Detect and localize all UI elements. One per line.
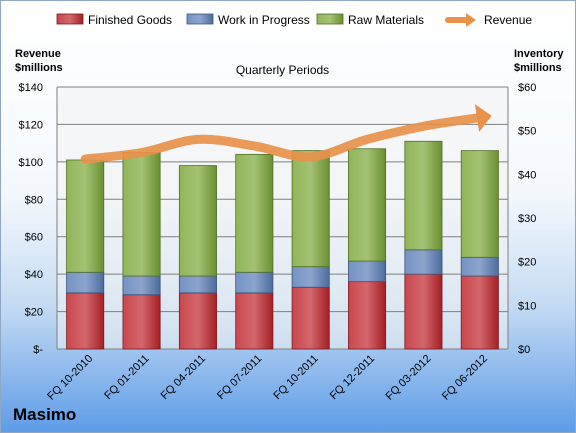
bar-raw-materials	[460, 150, 499, 258]
bar-work-in-progress	[404, 249, 443, 275]
y-right-axis-title-line1: Inventory	[514, 48, 564, 60]
legend-swatch-raw-materials	[316, 13, 344, 25]
bar-finished-goods	[66, 292, 105, 350]
x-tick-label: FQ 10-2010	[45, 353, 95, 403]
bar-work-in-progress	[178, 275, 217, 294]
bar-work-in-progress	[235, 271, 274, 294]
bar-finished-goods	[291, 286, 330, 350]
y-right-tick-label: $20	[518, 257, 536, 269]
legend-swatch-work-in-progress	[186, 13, 214, 25]
chart-title: Quarterly Periods	[236, 63, 329, 77]
y-left-tick-label: $120	[19, 119, 43, 131]
y-left-axis-title-line2: $millions	[15, 62, 63, 74]
y-left-tick-label: $140	[19, 82, 43, 94]
legend-label-revenue: Revenue	[484, 13, 532, 27]
bar-work-in-progress	[291, 266, 330, 288]
legend-swatch-revenue-arrow	[466, 13, 476, 27]
revenue-arrowhead	[474, 104, 492, 132]
legend-swatch-finished-goods	[56, 13, 84, 25]
y-right-tick-label: $0	[518, 344, 530, 356]
bar-work-in-progress	[348, 260, 387, 283]
bar-raw-materials	[404, 140, 443, 251]
y-left-tick-label: $80	[25, 194, 43, 206]
x-tick-label: FQ 06-2012	[440, 353, 490, 403]
bar-finished-goods	[348, 281, 387, 350]
x-tick-label: FQ 01-2011	[102, 353, 151, 402]
x-tick-label: FQ 07-2011	[215, 353, 264, 402]
company-name: Masimo	[13, 405, 77, 424]
bar-raw-materials	[178, 165, 217, 277]
y-left-axis-title-line1: Revenue	[15, 48, 61, 60]
bar-finished-goods	[122, 294, 161, 350]
bar-raw-materials	[122, 152, 161, 277]
bar-work-in-progress	[122, 275, 161, 296]
bar-finished-goods	[178, 292, 217, 350]
y-right-axis-title-line2: $millions	[514, 62, 562, 74]
revenue-line	[80, 113, 485, 164]
x-tick-label: FQ 03-2012	[384, 353, 434, 403]
bar-work-in-progress	[66, 271, 105, 294]
y-right-tick-label: $30	[518, 213, 536, 225]
y-left-tick-label: $60	[25, 232, 43, 244]
y-left-tick-label: $100	[19, 157, 43, 169]
bar-finished-goods	[460, 275, 499, 350]
y-left-tick-label: $40	[25, 269, 43, 281]
legend-label-finished-goods: Finished Goods	[88, 13, 172, 27]
y-right-tick-label: $10	[518, 300, 536, 312]
bar-finished-goods	[235, 292, 274, 350]
legend-label-raw-materials: Raw Materials	[348, 13, 424, 27]
bar-raw-materials	[348, 148, 387, 262]
bar-raw-materials	[235, 153, 274, 273]
bar-raw-materials	[66, 159, 105, 273]
y-left-tick-label: $-	[33, 344, 43, 356]
y-left-tick-label: $20	[25, 307, 43, 319]
y-right-tick-label: $60	[518, 82, 536, 94]
bar-raw-materials	[291, 150, 330, 268]
x-tick-label: FQ 04-2011	[159, 353, 208, 402]
bar-work-in-progress	[460, 256, 499, 277]
x-tick-label: FQ 10-2011	[271, 353, 320, 402]
bar-finished-goods	[404, 273, 443, 350]
y-right-tick-label: $40	[518, 169, 536, 181]
y-right-tick-label: $50	[518, 126, 536, 138]
legend-label-work-in-progress: Work in Progress	[218, 13, 310, 27]
x-tick-label: FQ 12-2011	[328, 353, 377, 402]
